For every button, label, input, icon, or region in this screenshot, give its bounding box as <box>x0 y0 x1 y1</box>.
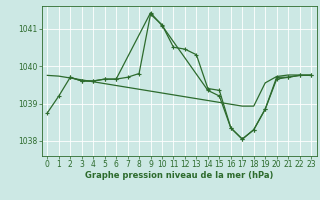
X-axis label: Graphe pression niveau de la mer (hPa): Graphe pression niveau de la mer (hPa) <box>85 171 273 180</box>
